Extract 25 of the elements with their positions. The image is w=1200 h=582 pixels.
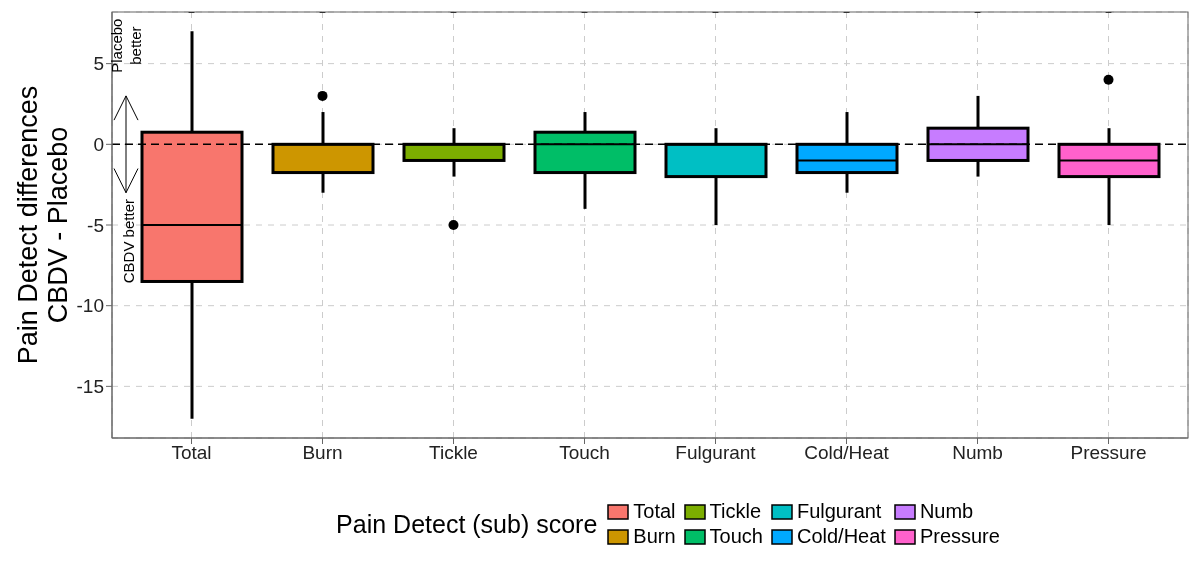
x-tick-label: Fulgurant xyxy=(675,442,757,464)
x-tick-label: Cold/Heat xyxy=(804,442,890,464)
annotation: CBDV better xyxy=(120,199,137,284)
annotation: Placebo better xyxy=(108,18,144,73)
legend-label: Burn xyxy=(633,525,676,548)
legend-label: Numb xyxy=(919,500,974,523)
x-tick-label: Numb xyxy=(952,442,1003,464)
y-tick-label: -15 xyxy=(76,376,104,398)
x-tick-label: Burn xyxy=(302,442,343,464)
y-tick-label: 5 xyxy=(93,53,104,75)
y-tick-label: -5 xyxy=(87,214,104,236)
y-tick-label: -10 xyxy=(76,295,104,317)
x-tick-label: Tickle xyxy=(429,442,478,464)
x-tick-label: Pressure xyxy=(1070,442,1147,464)
y-tick-label: 0 xyxy=(93,134,104,156)
legend-label: Total xyxy=(633,500,676,523)
x-tick-label: Total xyxy=(171,442,212,464)
legend-title: Pain Detect (sub) score xyxy=(336,509,598,539)
legend-label: Fulgurant xyxy=(796,500,882,523)
x-tick-label: Touch xyxy=(559,442,610,464)
legend-label: Touch xyxy=(709,525,763,548)
y-axis-title: Pain Detect differences CBDV - Placebo xyxy=(13,85,74,365)
legend-label: Tickle xyxy=(709,500,762,523)
legend-label: Pressure xyxy=(919,525,1000,548)
legend-label: Cold/Heat xyxy=(796,525,886,548)
